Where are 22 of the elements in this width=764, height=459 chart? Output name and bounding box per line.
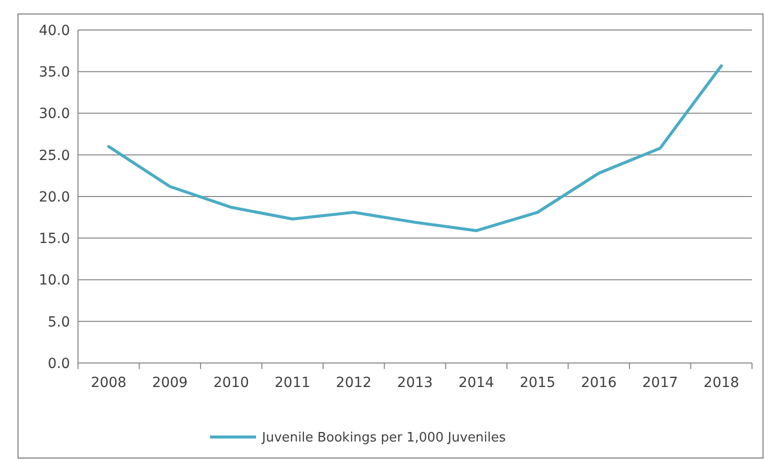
y-tick-label: 15.0 (38, 231, 70, 248)
x-tick-label: 2018 (704, 375, 740, 391)
x-tick-label: 2010 (213, 375, 249, 391)
y-tick-label: 25.0 (38, 148, 70, 164)
x-tick-label: 2016 (581, 375, 617, 391)
x-tick-label: 2014 (458, 375, 494, 391)
y-tick-label: 20.0 (38, 189, 70, 206)
y-tick-label: 35.0 (38, 64, 70, 81)
y-tick-label: 10.0 (38, 272, 70, 289)
y-tick-label: 40.0 (38, 22, 70, 39)
x-tick-label: 2009 (152, 375, 188, 391)
x-tick-label: 2012 (336, 375, 372, 391)
legend-label: Juvenile Bookings per 1,000 Juveniles (261, 430, 506, 446)
x-tick-label: 2011 (274, 375, 310, 391)
x-tick-label: 2008 (90, 375, 126, 391)
y-tick-label: 0.0 (48, 356, 70, 372)
y-tick-label: 30.0 (38, 106, 70, 122)
y-tick-label: 5.0 (48, 314, 70, 330)
x-tick-label: 2013 (397, 375, 433, 391)
x-tick-label: 2015 (520, 375, 556, 391)
line-series (107, 64, 723, 232)
x-tick-label: 2017 (642, 375, 678, 391)
